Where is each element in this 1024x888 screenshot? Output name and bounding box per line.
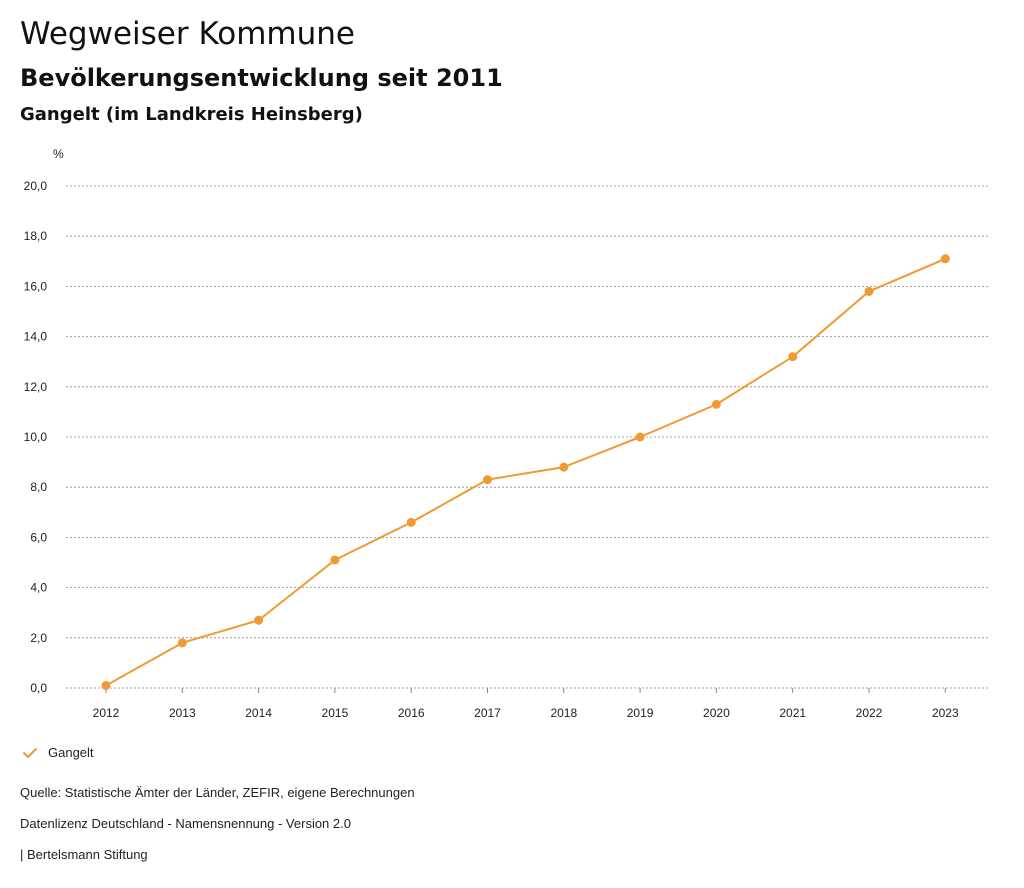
data-point[interactable] — [101, 680, 111, 690]
data-point[interactable] — [788, 352, 798, 362]
y-tick-label: 20,0 — [24, 179, 48, 193]
y-tick-label: 14,0 — [24, 330, 48, 344]
series-gangelt — [101, 254, 950, 690]
y-tick-label: 18,0 — [24, 229, 48, 243]
series-line-gangelt — [105, 257, 946, 687]
chart-subtitle: Bevölkerungsentwicklung seit 2011 — [20, 64, 503, 92]
y-tick-label: 4,0 — [30, 581, 47, 595]
y-tick-label: 10,0 — [24, 430, 48, 444]
x-tick-label: 2023 — [932, 706, 959, 720]
x-tick-label: 2018 — [550, 706, 577, 720]
data-point[interactable] — [864, 286, 874, 296]
legend-label: Gangelt — [48, 745, 94, 760]
y-axis-unit-label: % — [53, 147, 64, 161]
x-tick-label: 2021 — [779, 706, 806, 720]
data-point[interactable] — [177, 638, 187, 648]
grid-lines — [66, 185, 990, 689]
data-point[interactable] — [711, 399, 721, 409]
y-tick-label: 2,0 — [30, 631, 47, 645]
data-point[interactable] — [483, 475, 492, 485]
y-tick-label: 6,0 — [30, 530, 47, 544]
axes: % 0,0 2,0 4,0 6,0 8,0 10,0 12,0 14,0 16,0 18,0 20,0… — [24, 147, 959, 720]
region-name: Gangelt (im Landkreis Heinsberg) — [20, 104, 363, 125]
publisher-note: | Bertelsmann Stiftung — [20, 847, 148, 862]
source-note: Quelle: Statistische Ämter der Länder, Z… — [20, 785, 415, 800]
y-tick-label: 12,0 — [24, 380, 48, 394]
y-tick-label: 8,0 — [30, 480, 47, 494]
x-tick-label: 2015 — [322, 706, 349, 720]
x-tick-label: 2014 — [245, 706, 272, 720]
x-tick-label: 2017 — [474, 706, 501, 720]
data-point[interactable] — [559, 462, 569, 472]
y-tick-label: 16,0 — [24, 279, 48, 293]
data-point[interactable] — [406, 517, 416, 527]
data-point[interactable] — [940, 254, 950, 264]
x-tick-label: 2020 — [703, 706, 730, 720]
x-tick-label: 2022 — [856, 706, 883, 720]
license-note: Datenlizenz Deutschland - Namensnennung … — [20, 816, 351, 831]
y-tick-label: 0,0 — [30, 681, 47, 695]
chart-title: Wegweiser Kommune — [20, 16, 355, 52]
x-tick-label: 2012 — [93, 706, 120, 720]
x-tick-label: 2016 — [398, 706, 425, 720]
data-point[interactable] — [254, 615, 264, 625]
legend[interactable]: Gangelt — [22, 745, 94, 760]
check-icon — [23, 747, 37, 758]
data-point[interactable] — [330, 555, 340, 565]
data-point[interactable] — [635, 432, 645, 442]
x-tick-label: 2019 — [627, 706, 654, 720]
x-tick-label: 2013 — [169, 706, 196, 720]
line-chart: % 0,0 2,0 4,0 6,0 8,0 10,0 12,0 14,0 16,0 18,0 20,0… — [24, 147, 990, 720]
